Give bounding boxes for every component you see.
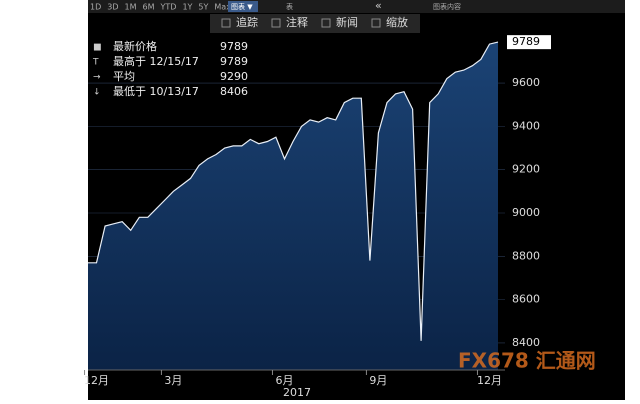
range-button[interactable]: 5Y — [198, 3, 208, 12]
action-icon — [371, 18, 381, 28]
collapse[interactable]: « — [375, 0, 382, 12]
range-button[interactable]: Max — [214, 3, 231, 12]
legend-label: 最低于 10/13/17 — [113, 85, 199, 98]
y-tick-label: 9400 — [512, 119, 540, 132]
range-button[interactable]: 3D — [107, 3, 118, 12]
legend-icon: → — [93, 73, 101, 83]
toolbar — [88, 0, 625, 13]
range-button[interactable]: 1D — [90, 3, 101, 12]
y-tick-label: 8400 — [512, 336, 540, 349]
action-button[interactable]: 注释 — [286, 15, 308, 29]
legend-value: 9290 — [220, 70, 248, 83]
legend-label: 最高于 12/15/17 — [113, 54, 199, 68]
chart-menu-bg — [228, 1, 258, 12]
range-button[interactable]: 1M — [125, 3, 137, 12]
action-icon — [321, 18, 331, 28]
legend-value: 9789 — [220, 40, 248, 53]
x-tick-label: 12月 — [477, 374, 502, 387]
legend-value: 8406 — [220, 85, 248, 98]
x-tick-label: 9月 — [369, 374, 387, 387]
action-icon — [221, 18, 231, 28]
table-button[interactable]: 表 — [286, 2, 293, 11]
action-button[interactable]: 追踪 — [236, 15, 258, 29]
range-button[interactable]: 1Y — [182, 3, 192, 12]
x-tick-label: 12月 — [84, 374, 109, 387]
line — [88, 41, 499, 341]
y-tick-label: 8800 — [512, 249, 540, 262]
legend-icon: T — [92, 58, 99, 68]
legend-label: 平均 — [113, 70, 135, 83]
chart-menu[interactable]: 图表 ▼ — [231, 2, 253, 11]
range-button[interactable]: YTD — [160, 3, 177, 12]
chart-content[interactable]: 图表内容 — [433, 2, 461, 11]
y-tick-label: 9200 — [512, 163, 540, 176]
y-tick-label: 9600 — [512, 76, 540, 89]
legend-icon: ↓ — [93, 88, 101, 98]
x-tick-label: 6月 — [275, 374, 293, 387]
last-value-tag — [507, 35, 551, 50]
watermark: FX678 汇通网 — [458, 349, 596, 373]
action-bar — [210, 14, 420, 33]
x-tick-label: 3月 — [164, 374, 182, 387]
legend-label: 最新价格 — [113, 39, 157, 53]
x-sublabel: 2017 — [283, 386, 311, 399]
y-tick-label: 8600 — [512, 293, 540, 306]
range-button[interactable]: 6M — [143, 3, 155, 12]
action-button[interactable]: 新闻 — [336, 15, 358, 29]
action-button[interactable]: 缩放 — [386, 15, 408, 29]
last-value-label: 9789 — [512, 35, 540, 48]
action-icon — [271, 18, 281, 28]
y-tick-label: 9000 — [512, 206, 540, 219]
legend-icon: ■ — [93, 43, 102, 53]
area — [88, 42, 498, 370]
legend-value: 9789 — [220, 55, 248, 68]
